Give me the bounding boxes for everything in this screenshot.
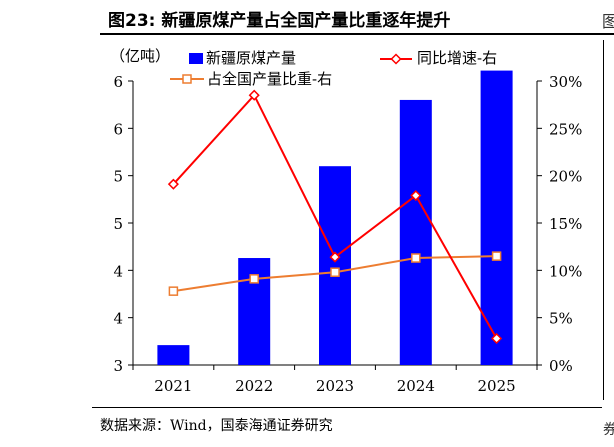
point-share-2024	[411, 253, 421, 263]
right-tick-label: 30%	[549, 73, 582, 91]
point-share-2025	[491, 251, 502, 261]
right-tick-label: 0%	[549, 357, 573, 375]
left-tick-label: 5	[113, 168, 123, 186]
bar-2025	[480, 70, 513, 365]
x-tick-label: 2022	[235, 377, 273, 395]
figure-title: 图23: 新疆原煤产量占全国产量比重逐年提升	[108, 11, 451, 31]
right-tick-label: 20%	[549, 168, 582, 186]
right-tick-label: 5%	[549, 310, 573, 328]
x-tick-label: 2025	[478, 377, 516, 395]
source-note: 数据来源：Wind，国泰海通证券研究	[100, 418, 333, 434]
left-axis-label: （亿吨）	[110, 47, 170, 65]
x-tick-label: 2021	[154, 377, 192, 395]
bar-2023	[319, 166, 351, 365]
left-tick-label: 6	[113, 73, 123, 91]
point-share-2023	[330, 267, 340, 277]
bar-2021	[157, 345, 190, 365]
point-yoy-growth-2021	[167, 178, 179, 190]
bar-2024	[399, 99, 432, 365]
footer-divider	[92, 407, 602, 408]
title-divider	[100, 33, 600, 35]
adjacent-title-divider	[600, 33, 614, 35]
point-yoy-growth-2023	[329, 251, 341, 263]
point-yoy-growth-2025	[491, 332, 503, 345]
legend-marker-share	[182, 74, 192, 84]
left-tick-label: 5	[113, 215, 123, 233]
left-tick-label: 4	[113, 310, 123, 328]
point-share-2021	[168, 286, 179, 296]
legend-label-yoy: 同比增速-右	[417, 49, 497, 67]
legend-marker-yoy	[390, 53, 402, 65]
adjacent-figure-border	[603, 40, 604, 400]
legend-label-bar: 新疆原煤产量	[206, 49, 296, 67]
legend-swatch-bar	[189, 53, 203, 64]
right-tick-label: 25%	[549, 120, 582, 138]
right-tick-label: 15%	[549, 215, 582, 233]
left-tick-label: 6	[113, 120, 123, 138]
bar-2022	[238, 258, 271, 365]
right-tick-label: 10%	[549, 262, 582, 280]
x-tick-label: 2023	[316, 377, 354, 395]
legend-label-share: 占全国产量比重-右	[207, 70, 332, 88]
cropped-adjacent-footer: 券	[603, 422, 614, 438]
left-tick-label: 4	[113, 262, 123, 280]
cropped-adjacent-title: 图	[602, 12, 614, 31]
x-tick-label: 2024	[397, 377, 435, 395]
point-yoy-growth-2024	[410, 189, 422, 202]
point-share-2022	[249, 274, 259, 284]
point-yoy-growth-2022	[248, 89, 260, 101]
left-tick-label: 3	[113, 357, 123, 375]
